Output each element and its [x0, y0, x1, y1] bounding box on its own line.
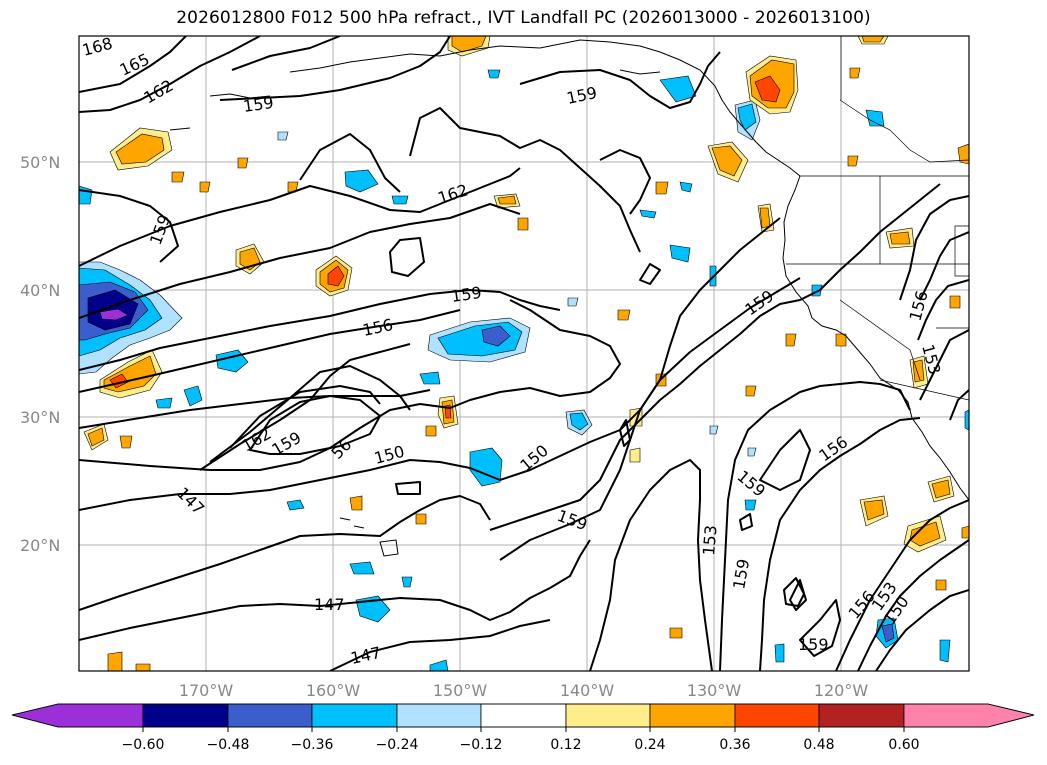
colorbar-outline: [11, 703, 1035, 728]
colorbar-segment-orange: [649, 703, 736, 728]
contour-label: 159: [798, 635, 829, 654]
colorbar-tick-label: 0.24: [634, 737, 665, 753]
contour-label: 159: [242, 93, 275, 116]
political-borders: [786, 36, 969, 401]
colorbar-segment-firebrick: [818, 703, 905, 728]
contour-label: 153: [699, 524, 721, 556]
colorbar-tick-label: 0.60: [888, 737, 919, 753]
colorbar-segment-light-blue: [396, 703, 482, 728]
colorbar-tick-label: −0.48: [207, 737, 250, 753]
colorbar-tick-label: −0.36: [291, 737, 334, 753]
lat-label: 40°N: [20, 281, 60, 300]
longitude-labels: 170°W 160°W 150°W 140°W 130°W 120°W: [179, 681, 869, 700]
purple-fill-west: [99, 308, 129, 321]
colorbar-tick-label: 0.12: [550, 737, 581, 753]
colorbar-segment-navy: [142, 703, 229, 728]
lon-label: 120°W: [814, 681, 869, 700]
colorbar-segment-yellow: [565, 703, 651, 728]
lat-label: 20°N: [20, 536, 60, 555]
blue-fill-central-inner: [481, 325, 511, 347]
colorbar-tick-label: −0.60: [122, 737, 165, 753]
map-title: 2026012800 F012 500 hPa refract., IVT La…: [176, 8, 871, 28]
colorbar-segment-red-orange: [734, 703, 820, 728]
colorbar: [11, 703, 1035, 728]
colorbar-tick-label: 0.36: [719, 737, 750, 753]
colorbar-segment-blue: [311, 703, 398, 728]
lon-label: 130°W: [687, 681, 742, 700]
colorbar-tick-label: −0.24: [376, 737, 419, 753]
map-frame: [78, 35, 970, 672]
colorbar-tick-label: 0.48: [803, 737, 834, 753]
colorbar-segment-purple: [11, 703, 144, 728]
lon-label: 140°W: [560, 681, 615, 700]
map-panel: 168 165 162 159 159 162 159 159 156 159 …: [79, 34, 969, 671]
lon-label: 150°W: [433, 681, 488, 700]
refractivity-contours: [79, 36, 969, 671]
colorbar-tick-labels: −0.60 −0.48 −0.36 −0.24 −0.12 0.12 0.24 …: [122, 737, 920, 753]
contour-label: 168: [80, 34, 114, 60]
colorbar-segment-white: [480, 703, 567, 728]
latitude-labels: 50°N 40°N 30°N 20°N: [20, 153, 60, 555]
colorbar-segment-pink: [903, 703, 1035, 728]
lon-label: 170°W: [179, 681, 234, 700]
colorbar-segment-mid-blue: [227, 703, 313, 728]
lat-label: 50°N: [20, 153, 60, 172]
contour-label: 159: [450, 283, 483, 306]
lat-label: 30°N: [20, 408, 60, 427]
colorbar-ticks: [142, 727, 905, 732]
positive-anomaly-fills: [83, 36, 969, 671]
colorbar-tick-label: −0.12: [460, 737, 503, 753]
lon-label: 160°W: [306, 681, 361, 700]
contour-label: 147: [314, 595, 345, 614]
